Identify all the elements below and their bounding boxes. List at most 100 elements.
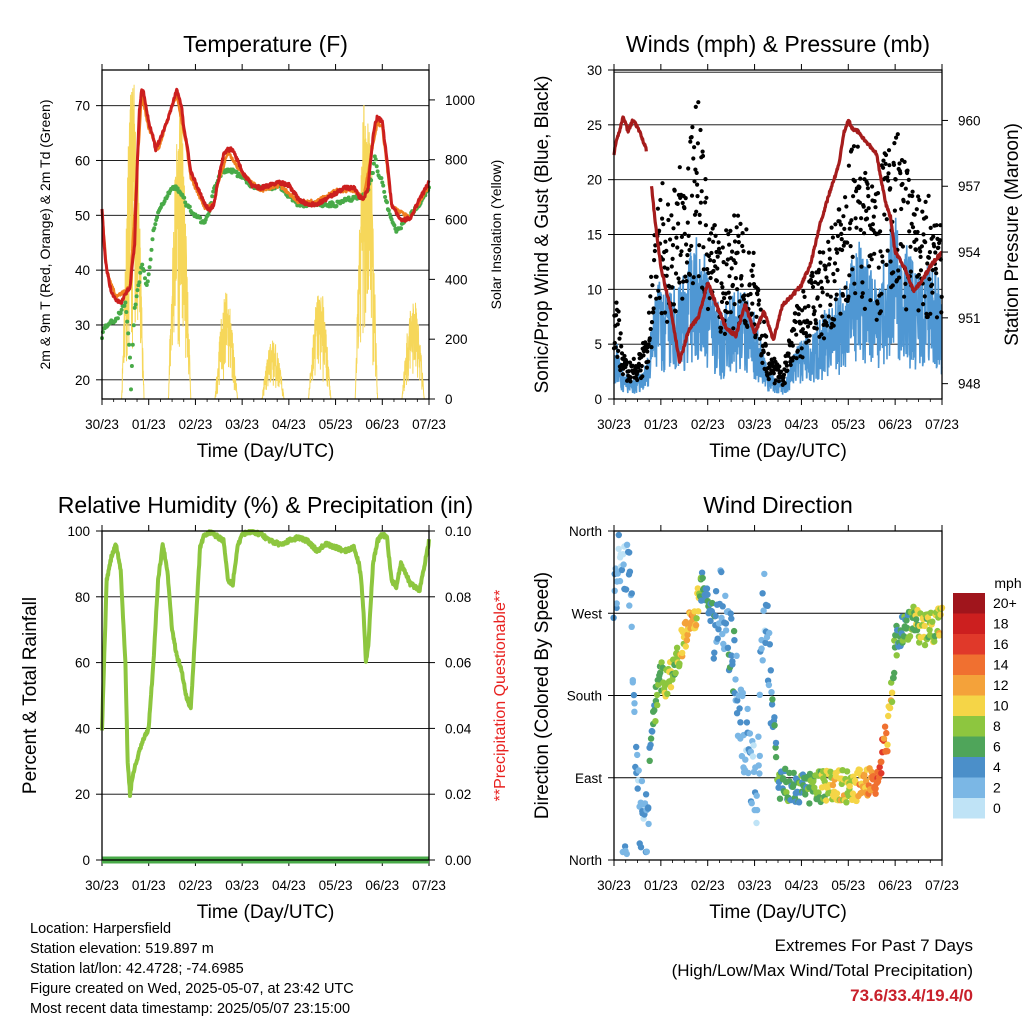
humidity-line bbox=[100, 529, 431, 798]
gust-point bbox=[920, 209, 925, 214]
info-location: Location: Harpersfield bbox=[30, 921, 172, 937]
direction-point bbox=[878, 770, 885, 777]
x-tick-label: 30/23 bbox=[85, 878, 119, 893]
colorbar-label: 16 bbox=[993, 636, 1009, 652]
direction-point bbox=[698, 569, 706, 576]
gust-point bbox=[733, 276, 739, 281]
gust-point bbox=[925, 314, 930, 319]
direction-point bbox=[766, 641, 773, 648]
direction-point bbox=[829, 781, 837, 789]
direction-point bbox=[646, 757, 653, 764]
gust-point bbox=[818, 303, 823, 308]
direction-point bbox=[893, 652, 900, 659]
direction-point bbox=[776, 795, 784, 802]
gust-point bbox=[646, 342, 651, 347]
direction-point bbox=[746, 730, 754, 737]
gust-point bbox=[756, 288, 761, 293]
gust-point bbox=[869, 257, 874, 262]
direction-point bbox=[821, 778, 828, 785]
chart-panel-3: Relative Humidity (%) & Precipitation (i… bbox=[20, 492, 509, 923]
gust-point bbox=[694, 170, 699, 175]
plot-frame bbox=[613, 530, 943, 861]
gust-point bbox=[937, 238, 943, 243]
dewpoint-point bbox=[146, 272, 151, 277]
y-tick-label: 15 bbox=[587, 228, 602, 243]
gust-point bbox=[654, 296, 659, 301]
gust-point bbox=[827, 247, 832, 252]
gust-point bbox=[711, 259, 717, 264]
colorbar-label: 2 bbox=[993, 780, 1001, 796]
gust-point bbox=[710, 226, 715, 231]
gust-point bbox=[910, 189, 915, 194]
colorbar-swatch bbox=[953, 757, 985, 778]
y-tick-label: 50 bbox=[75, 208, 90, 223]
direction-point bbox=[712, 588, 720, 595]
gust-point bbox=[866, 194, 871, 199]
gust-point bbox=[851, 194, 856, 199]
gust-point bbox=[827, 262, 832, 267]
gust-point bbox=[760, 360, 765, 365]
colorbar-swatch bbox=[953, 613, 985, 634]
gust-point bbox=[900, 244, 906, 249]
gust-point bbox=[708, 258, 713, 263]
dewpoint-point bbox=[374, 164, 379, 169]
gust-point bbox=[744, 227, 749, 232]
gust-point bbox=[932, 244, 937, 249]
direction-point bbox=[744, 705, 751, 713]
y-right-tick-label: 960 bbox=[958, 113, 981, 128]
gust-point bbox=[664, 273, 669, 278]
direction-point bbox=[722, 620, 730, 627]
gust-point bbox=[865, 186, 871, 191]
gust-point bbox=[690, 281, 696, 286]
y-tick-label: 100 bbox=[67, 524, 90, 539]
x-tick-label: 30/23 bbox=[85, 417, 119, 432]
gust-point bbox=[645, 349, 650, 354]
gust-point bbox=[875, 191, 881, 196]
gust-point bbox=[747, 282, 752, 287]
gust-point bbox=[741, 297, 747, 302]
gust-point bbox=[648, 326, 653, 332]
gust-point bbox=[727, 274, 732, 279]
direction-point bbox=[884, 748, 891, 755]
direction-point bbox=[880, 735, 888, 742]
gust-point bbox=[788, 362, 793, 368]
gust-point bbox=[840, 293, 846, 298]
gust-point bbox=[746, 250, 752, 255]
gust-point bbox=[800, 327, 806, 332]
dewpoint-point bbox=[148, 257, 153, 262]
gust-point bbox=[847, 226, 852, 231]
gust-point bbox=[716, 246, 722, 251]
gust-point bbox=[891, 162, 897, 167]
y-tick-label: 60 bbox=[75, 656, 90, 671]
colorbar-label: 8 bbox=[993, 718, 1001, 734]
colorbar-title: mph bbox=[994, 575, 1021, 591]
direction-point bbox=[771, 714, 778, 721]
gust-point bbox=[846, 294, 851, 299]
gust-point bbox=[739, 283, 744, 288]
direction-point bbox=[635, 767, 642, 774]
gust-point bbox=[916, 308, 921, 313]
colorbar-swatch bbox=[953, 654, 985, 675]
y-tick-label: 20 bbox=[587, 173, 602, 188]
x-axis-label: Time (Day/UTC) bbox=[197, 441, 335, 462]
gust-point bbox=[738, 221, 743, 226]
direction-point bbox=[634, 785, 641, 792]
x-tick-label: 05/23 bbox=[831, 878, 865, 893]
gust-point bbox=[679, 249, 684, 254]
gust-point bbox=[669, 264, 674, 269]
direction-point bbox=[730, 627, 738, 635]
gust-point bbox=[901, 199, 906, 204]
dewpoint-point bbox=[131, 323, 136, 328]
direction-point bbox=[916, 639, 923, 646]
gust-point bbox=[735, 213, 741, 218]
gust-point bbox=[646, 310, 652, 315]
gust-point bbox=[668, 237, 673, 242]
gust-point bbox=[922, 294, 927, 299]
direction-point bbox=[929, 618, 936, 625]
gust-point bbox=[903, 281, 908, 286]
gust-point bbox=[700, 153, 706, 159]
gust-point bbox=[796, 312, 801, 317]
x-tick-label: 05/23 bbox=[831, 417, 865, 432]
gust-point bbox=[728, 228, 733, 233]
plot-area bbox=[100, 84, 431, 400]
